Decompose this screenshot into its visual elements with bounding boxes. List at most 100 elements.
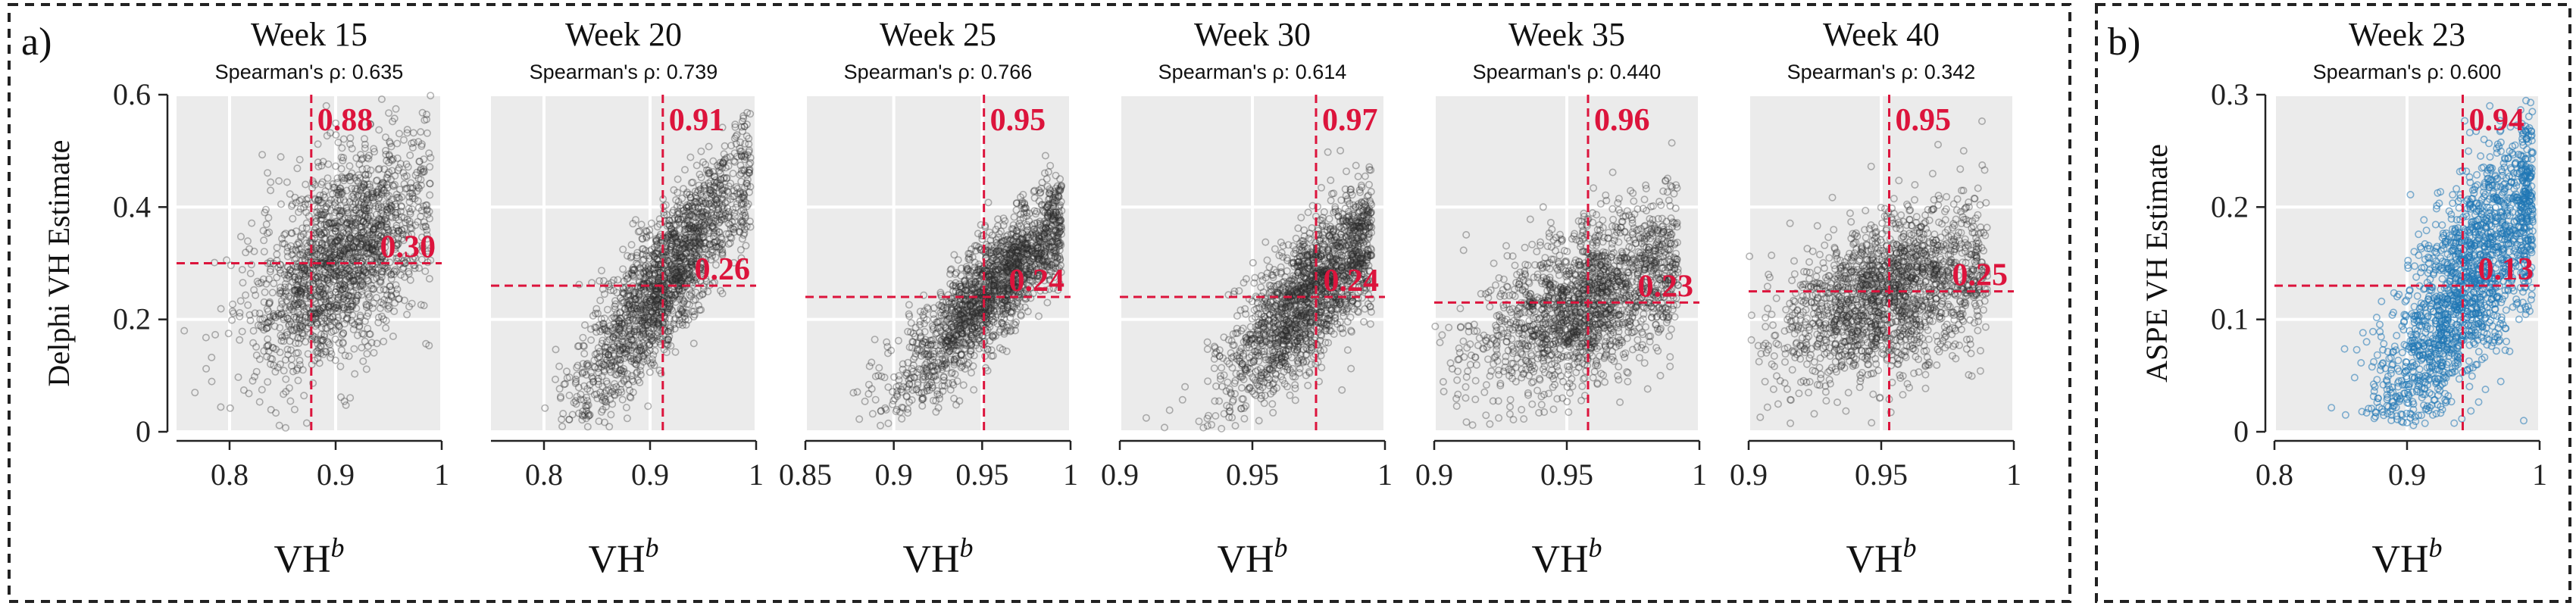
scatter-point xyxy=(323,213,331,221)
scatter-point xyxy=(373,176,381,185)
scatter-point xyxy=(284,292,292,301)
scatter-point xyxy=(277,309,286,317)
scatter-point xyxy=(330,224,339,233)
scatter-point xyxy=(293,240,302,248)
scatter-point xyxy=(370,241,379,249)
scatter-point xyxy=(352,154,361,162)
scatter-point xyxy=(407,179,415,187)
scatter-point xyxy=(345,236,354,244)
scatter-point xyxy=(286,269,295,277)
scatter-point xyxy=(317,216,325,224)
scatter-point xyxy=(324,276,332,284)
scatter-point xyxy=(336,281,344,289)
scatter-point xyxy=(275,421,283,430)
scatter-point xyxy=(280,239,289,248)
group-a-frame xyxy=(8,3,2071,603)
scatter-point xyxy=(342,314,351,322)
scatter-point xyxy=(382,323,390,332)
scatter-point xyxy=(324,182,333,190)
scatter-point xyxy=(318,252,327,261)
scatter-point xyxy=(336,249,345,258)
scatter-point xyxy=(319,289,327,298)
scatter-point xyxy=(293,262,302,270)
scatter-point xyxy=(357,231,365,239)
scatter-point xyxy=(324,337,332,345)
scatter-point xyxy=(337,261,345,269)
scatter-point xyxy=(389,181,397,189)
scatter-point xyxy=(346,140,355,148)
scatter-point xyxy=(379,300,387,308)
scatter-point xyxy=(374,221,383,230)
scatter-point xyxy=(312,267,320,276)
scatter-point xyxy=(314,211,322,220)
scatter-point xyxy=(283,252,292,261)
scatter-point xyxy=(336,393,345,401)
scatter-point xyxy=(378,207,386,215)
scatter-point xyxy=(349,247,357,255)
scatter-point xyxy=(325,280,333,288)
scatter-point xyxy=(393,208,402,217)
scatter-point xyxy=(264,323,272,332)
scatter-point xyxy=(296,250,305,258)
panel-title: Week 15 xyxy=(251,16,367,53)
scatter-point xyxy=(382,286,390,294)
scatter-point xyxy=(354,261,362,270)
scatter-point xyxy=(315,285,324,293)
scatter-point xyxy=(267,317,275,326)
group-b-frame xyxy=(2095,3,2571,603)
scatter-point xyxy=(362,207,370,215)
scatter-point xyxy=(283,178,291,186)
scatter-point xyxy=(258,315,267,323)
scatter-point xyxy=(334,295,342,304)
scatter-point xyxy=(355,234,363,242)
scatter-point xyxy=(277,261,285,269)
scatter-point xyxy=(341,269,349,277)
scatter-point xyxy=(335,189,343,197)
scatter-point xyxy=(368,187,377,195)
scatter-point xyxy=(364,226,372,235)
scatter-point xyxy=(334,321,342,330)
scatter-point xyxy=(300,308,308,316)
scatter-point xyxy=(390,114,399,123)
scatter-point xyxy=(346,220,355,228)
scatter-point xyxy=(383,223,391,232)
scatter-point xyxy=(191,389,199,397)
scatter-point xyxy=(330,183,339,192)
scatter-point xyxy=(277,153,285,161)
scatter-point xyxy=(322,220,330,229)
scatter-point xyxy=(337,269,345,277)
scatter-point xyxy=(323,324,331,333)
scatter-point xyxy=(313,208,321,216)
scatter-point xyxy=(317,230,325,238)
scatter-point xyxy=(325,219,333,227)
scatter-point xyxy=(299,285,307,293)
scatter-point xyxy=(362,218,370,226)
scatter-point xyxy=(384,267,392,275)
scatter-point xyxy=(343,218,352,226)
scatter-point xyxy=(334,233,342,242)
scatter-point xyxy=(345,172,354,180)
scatter-point xyxy=(325,317,333,326)
scatter-point xyxy=(411,264,419,273)
scatter-point xyxy=(358,280,367,288)
scatter-point xyxy=(306,285,314,293)
scatter-point xyxy=(334,269,342,277)
scatter-point xyxy=(327,219,335,227)
x-threshold-label: 0.91 xyxy=(669,103,725,138)
scatter-point xyxy=(386,138,394,146)
scatter-point xyxy=(346,234,355,242)
scatter-point xyxy=(320,234,329,242)
scatter-point xyxy=(277,289,285,297)
scatter-point xyxy=(321,348,330,356)
scatter-point xyxy=(294,348,302,357)
scatter-point xyxy=(286,242,295,250)
scatter-point xyxy=(361,236,370,244)
scatter-point xyxy=(383,225,392,233)
scatter-point xyxy=(330,268,338,276)
scatter-point xyxy=(266,360,274,368)
scatter-point xyxy=(332,276,340,284)
scatter-point xyxy=(331,239,339,247)
scatter-point xyxy=(377,95,386,104)
scatter-point xyxy=(362,300,370,308)
scatter-point xyxy=(387,275,395,283)
